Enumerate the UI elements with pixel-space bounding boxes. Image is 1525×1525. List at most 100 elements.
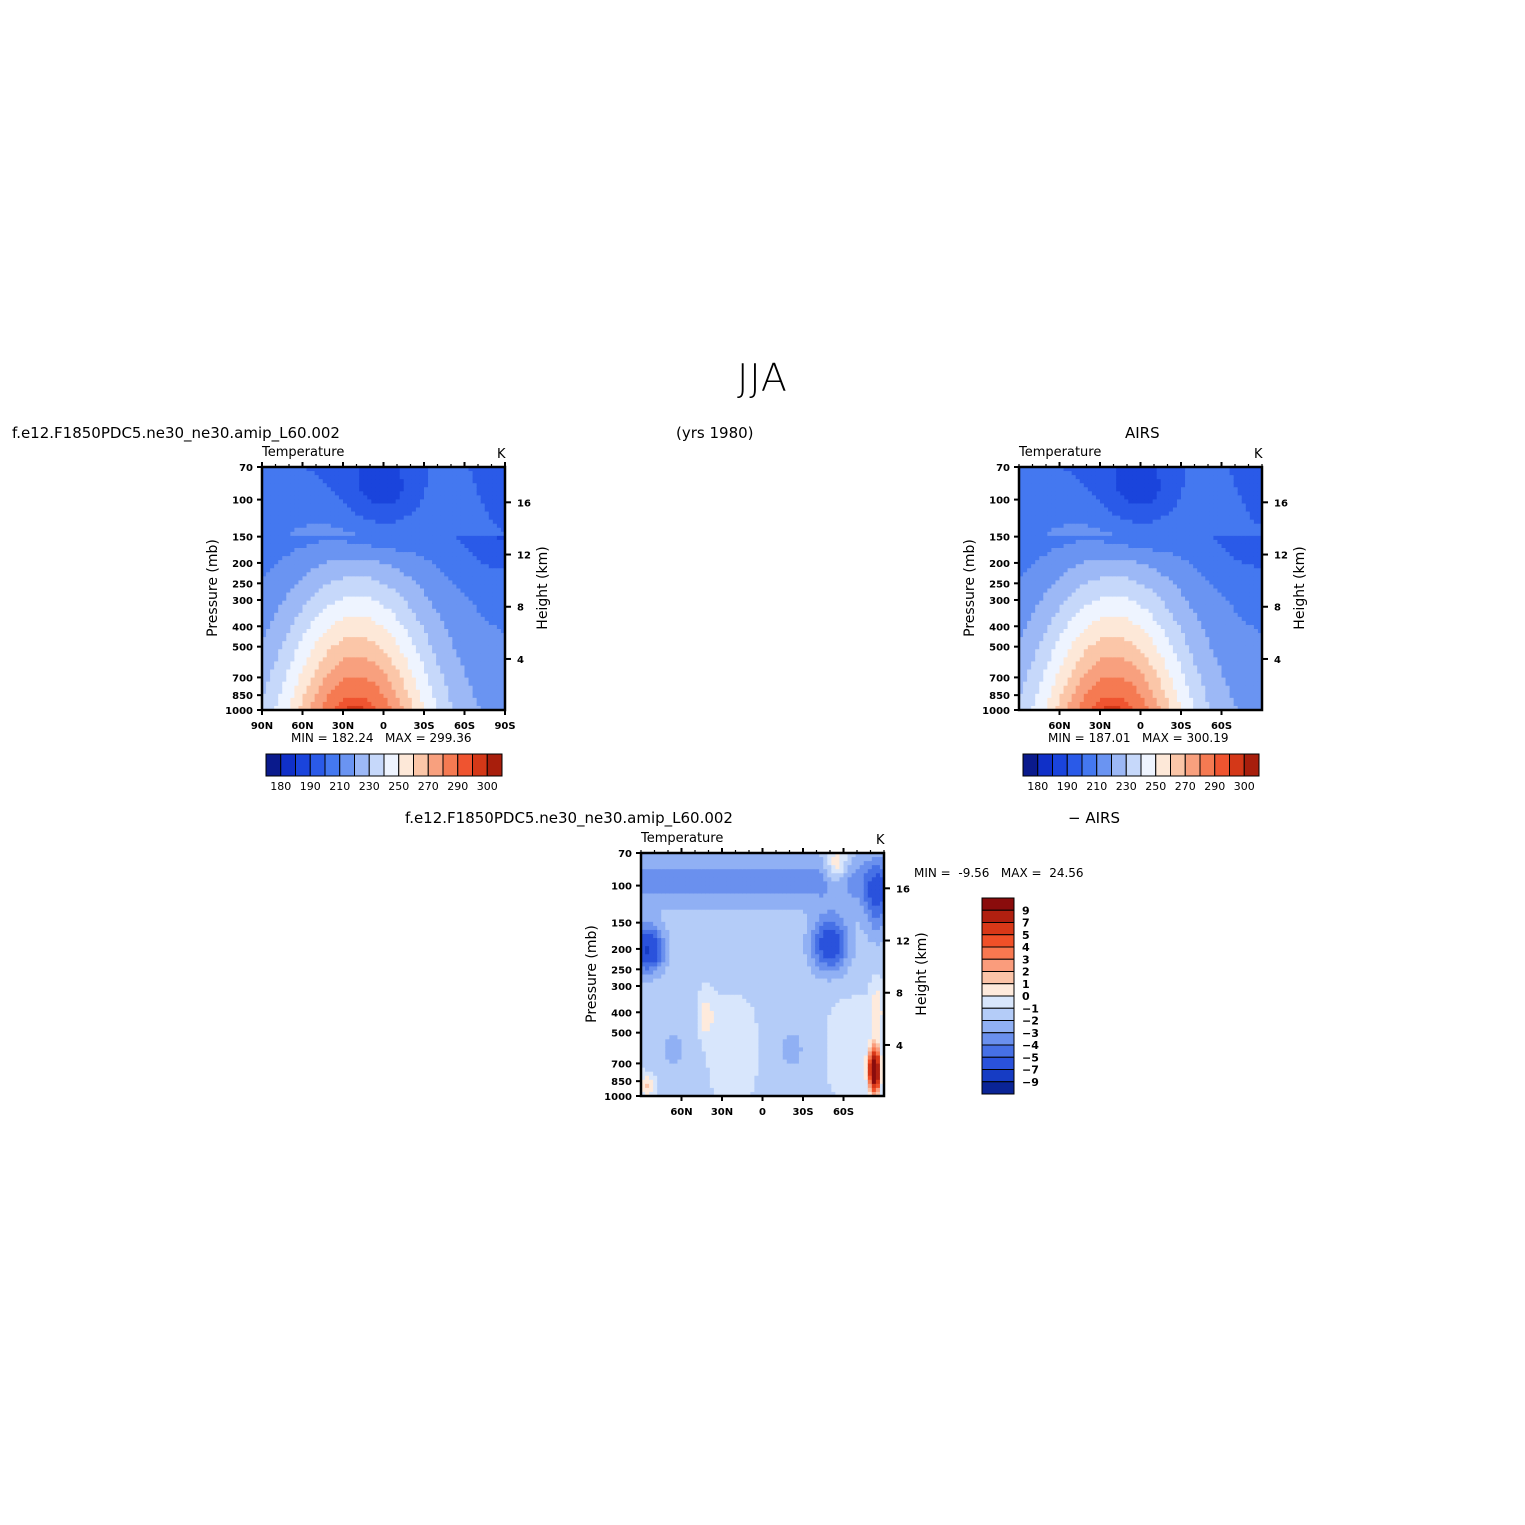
- field-cell: [326, 560, 332, 565]
- field-cell: [266, 592, 271, 598]
- field-cell: [318, 608, 324, 614]
- field-cell: [399, 685, 405, 691]
- field-cell: [1059, 645, 1065, 650]
- field-cell: [266, 693, 271, 699]
- field-cell: [314, 576, 320, 581]
- field-cell: [452, 705, 457, 711]
- field-cell: [1019, 616, 1024, 622]
- field-cell: [432, 637, 437, 642]
- field-cell: [460, 677, 466, 683]
- field-cell: [262, 519, 267, 525]
- field-cell: [1063, 633, 1069, 638]
- field-cell: [1083, 467, 1089, 472]
- field-cell: [432, 641, 437, 646]
- field-cell: [472, 527, 478, 533]
- field-cell: [302, 604, 308, 610]
- field-cell: [391, 629, 397, 634]
- field-cell: [456, 491, 462, 496]
- field-cell: [286, 535, 291, 541]
- field-cell: [444, 495, 449, 500]
- field-cell: [492, 499, 498, 505]
- field-cell: [338, 701, 344, 707]
- field-cell: [1055, 560, 1061, 565]
- field-cell: [428, 604, 433, 610]
- field-cell: [383, 661, 389, 667]
- field-cell: [294, 592, 300, 598]
- field-cell: [371, 467, 376, 472]
- field-cell: [351, 677, 356, 683]
- field-cell: [322, 665, 328, 671]
- field-cell: [314, 604, 320, 610]
- field-cell: [286, 697, 291, 703]
- field-cell: [1100, 669, 1105, 675]
- field-cell: [1023, 523, 1028, 529]
- field-cell: [1059, 523, 1065, 529]
- field-cell: [1027, 523, 1032, 529]
- field-cell: [1063, 576, 1069, 581]
- field-cell: [456, 685, 462, 691]
- field-cell: [480, 600, 486, 606]
- field-cell: [468, 600, 474, 606]
- field-cell: [1100, 685, 1105, 691]
- field-cell: [391, 669, 397, 675]
- field-cell: [460, 608, 466, 614]
- field-cell: [262, 572, 267, 577]
- field-cell: [488, 548, 494, 553]
- field-cell: [1075, 677, 1081, 683]
- field-cell: [1104, 503, 1109, 509]
- field-cell: [1087, 693, 1093, 699]
- field-cell: [262, 523, 267, 529]
- field-cell: [262, 507, 267, 513]
- field-cell: [274, 515, 279, 521]
- field-cell: [359, 689, 364, 695]
- field-cell: [464, 693, 470, 699]
- field-cell: [1067, 600, 1073, 606]
- field-cell: [367, 576, 372, 581]
- field-cell: [403, 616, 409, 622]
- field-cell: [407, 543, 413, 549]
- field-cell: [1104, 580, 1109, 586]
- field-cell: [274, 637, 279, 642]
- field-cell: [1043, 665, 1048, 671]
- field-cell: [1035, 612, 1040, 618]
- field-cell: [302, 527, 308, 533]
- field-cell: [456, 604, 462, 610]
- field-cell: [460, 592, 466, 598]
- field-cell: [468, 637, 474, 642]
- field-cell: [383, 535, 389, 541]
- field-cell: [1091, 535, 1097, 541]
- field-cell: [334, 661, 340, 667]
- field-cell: [383, 552, 389, 557]
- field-cell: [448, 572, 453, 577]
- field-cell: [322, 515, 328, 521]
- field-cell: [1063, 495, 1069, 500]
- field-cell: [322, 503, 328, 509]
- field-cell: [492, 693, 498, 699]
- field-cell: [1047, 592, 1052, 598]
- field-cell: [1059, 596, 1065, 602]
- field-cell: [1071, 600, 1077, 606]
- field-cell: [1019, 629, 1024, 634]
- field-cell: [452, 616, 457, 622]
- field-cell: [460, 535, 466, 541]
- field-cell: [424, 531, 429, 537]
- field-cell: [314, 588, 320, 594]
- field-cell: [1095, 548, 1101, 553]
- field-cell: [476, 705, 482, 711]
- field-cell: [456, 548, 462, 553]
- field-cell: [460, 519, 466, 525]
- field-cell: [464, 584, 470, 590]
- field-cell: [278, 576, 283, 581]
- field-cell: [1091, 507, 1097, 513]
- field-cell: [351, 592, 356, 598]
- field-cell: [480, 641, 486, 646]
- field-cell: [322, 479, 328, 484]
- field-cell: [1083, 677, 1089, 683]
- field-cell: [468, 665, 474, 671]
- field-cell: [1091, 576, 1097, 581]
- field-cell: [371, 681, 376, 687]
- field-cell: [492, 657, 498, 662]
- field-cell: [282, 535, 287, 541]
- field-cell: [476, 633, 482, 638]
- field-cell: [355, 705, 360, 711]
